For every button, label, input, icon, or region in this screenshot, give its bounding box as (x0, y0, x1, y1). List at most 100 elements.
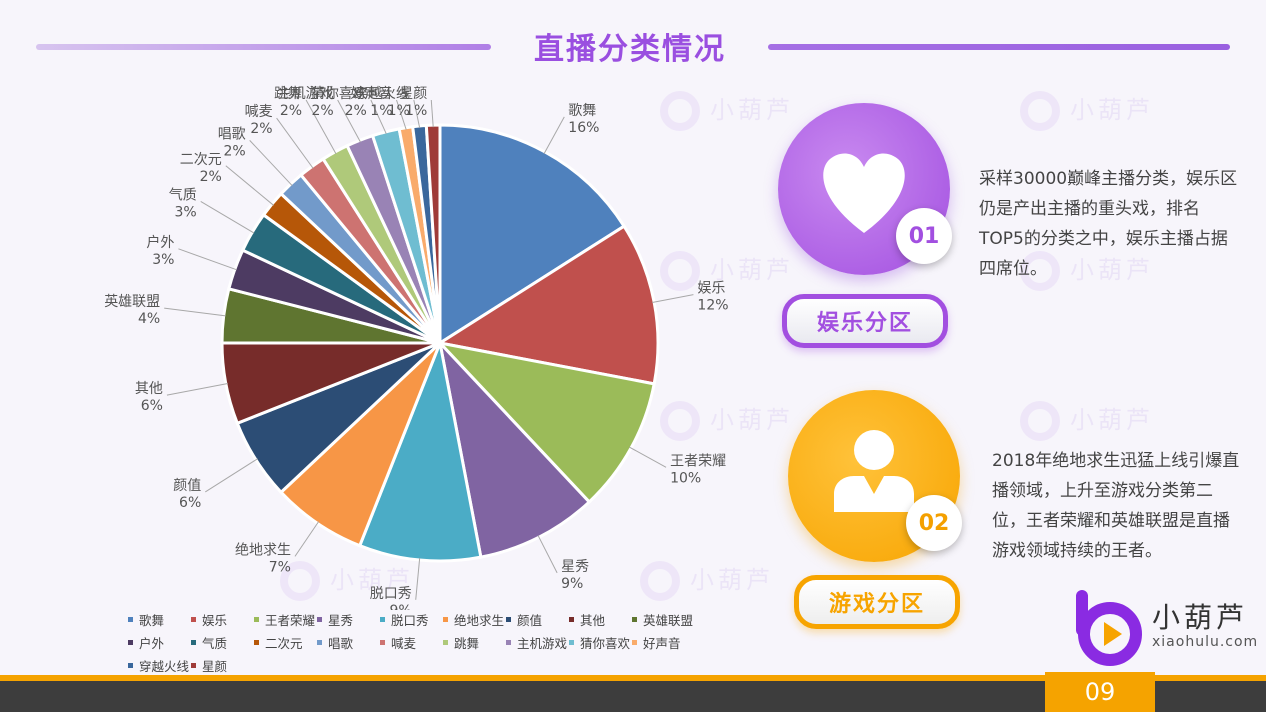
legend-swatch (569, 640, 574, 645)
legend-label: 户外 (139, 636, 165, 651)
legend-item: 星秀 (317, 610, 380, 629)
legend-swatch (380, 617, 385, 622)
legend-item: 英雄联盟 (632, 610, 695, 629)
slice-percent: 1% (388, 103, 410, 119)
watermark: 小葫芦 (660, 250, 794, 291)
title-decor-bar-right (768, 44, 1230, 50)
entertainment-circle (778, 103, 950, 275)
leader-line (415, 557, 421, 600)
slice-percent: 12% (697, 298, 728, 314)
slice-percent: 9% (561, 576, 583, 592)
watermark-logo-icon (1020, 251, 1060, 291)
legend-label: 颜值 (517, 613, 543, 628)
slice-label: 跳舞 (274, 86, 302, 102)
watermark: 小葫芦 (660, 90, 794, 131)
leader-line (652, 294, 694, 304)
slice-label: 脱口秀 (370, 586, 412, 602)
slice-percent: 2% (250, 121, 272, 137)
slice-percent: 16% (568, 120, 599, 136)
slice-percent: 4% (138, 311, 160, 327)
legend-swatch (632, 640, 637, 645)
watermark: 小葫芦 (660, 400, 794, 441)
leader-line (166, 382, 228, 396)
game-circle (788, 390, 960, 562)
leader-line (249, 140, 293, 186)
slice-label: 绝地求生 (235, 542, 291, 558)
leader-line (396, 99, 407, 130)
legend-item: 二次元 (254, 633, 317, 652)
legend-swatch (443, 640, 448, 645)
legend-item: 气质 (191, 633, 254, 652)
legend-swatch (632, 617, 637, 622)
legend-label: 其他 (580, 613, 606, 628)
card-number-badge: 02 (906, 495, 962, 551)
slice-percent: 10% (670, 470, 701, 486)
slice-label: 星秀 (561, 559, 589, 575)
slice-percent: 1% (370, 103, 392, 119)
leader-line (294, 521, 320, 557)
leader-line (537, 535, 558, 574)
title-decor-bar-left (36, 44, 491, 50)
watermark-logo-icon (1020, 91, 1060, 131)
legend-item: 脱口秀 (380, 610, 443, 629)
watermark: 小葫芦 (640, 560, 774, 601)
legend-label: 穿越火线 (139, 659, 190, 674)
legend-swatch (191, 663, 196, 668)
slice-percent: 3% (174, 204, 196, 220)
legend-item: 歌舞 (128, 610, 191, 629)
leader-line (305, 99, 337, 154)
brand-url: xiaohulu.com (1152, 634, 1259, 650)
legend-label: 跳舞 (454, 636, 480, 651)
legend-swatch (254, 617, 259, 622)
leader-line (178, 248, 237, 271)
slice-percent: 2% (280, 103, 302, 119)
chart-legend: 歌舞 娱乐 王者荣耀 星秀 脱口秀 绝地求生 颜值 其他 英雄联盟 户外 气质 二次元 唱歌 喊麦 跳舞 主机… (128, 610, 748, 675)
xiaohulu-logo-icon (1076, 590, 1142, 666)
user-icon (834, 430, 914, 512)
watermark-logo-icon (660, 91, 700, 131)
slice-label: 娱乐 (697, 281, 725, 297)
legend-swatch (317, 640, 322, 645)
slice-label: 穿越火线 (354, 86, 410, 102)
legend-label: 气质 (202, 636, 228, 651)
entertainment-zone-label: 娱乐分区 (782, 294, 948, 348)
legend-swatch (128, 617, 133, 622)
legend-swatch (380, 640, 385, 645)
legend-item: 星颜 (191, 656, 254, 675)
footer-accent-line (0, 675, 1266, 681)
slice-percent: 3% (152, 252, 174, 268)
legend-swatch (506, 617, 511, 622)
slice-label: 其他 (135, 381, 163, 397)
leader-line (543, 116, 565, 154)
leader-line (370, 99, 387, 134)
game-zone-label: 游戏分区 (794, 575, 960, 629)
watermark: 小葫芦 (1020, 250, 1154, 291)
legend-item: 好声音 (632, 633, 695, 652)
legend-label: 猜你喜欢 (580, 636, 631, 651)
slice-label: 户外 (146, 234, 174, 251)
legend-label: 好声音 (643, 636, 681, 651)
legend-item: 娱乐 (191, 610, 254, 629)
legend-swatch (506, 640, 511, 645)
legend-item: 户外 (128, 633, 191, 652)
leader-line (276, 117, 314, 169)
slice-percent: 2% (311, 103, 333, 119)
legend-swatch (128, 663, 133, 668)
legend-item: 绝地求生 (443, 610, 506, 629)
legend-label: 绝地求生 (454, 613, 505, 628)
slice-percent: 6% (179, 495, 201, 511)
legend-item: 猜你喜欢 (569, 633, 632, 652)
legend-item: 其他 (569, 610, 632, 629)
legend-swatch (254, 640, 259, 645)
slice-label: 颜值 (173, 478, 201, 494)
slice-label: 王者荣耀 (670, 453, 726, 469)
slice-label: 二次元 (180, 152, 222, 168)
leader-line (205, 458, 258, 493)
slice-percent: 1% (405, 103, 427, 119)
leader-line (164, 307, 226, 317)
slice-percent: 6% (141, 398, 163, 414)
watermark: 小葫芦 (280, 560, 414, 601)
slice-label: 星颜 (399, 86, 427, 102)
legend-item: 颜值 (506, 610, 569, 629)
